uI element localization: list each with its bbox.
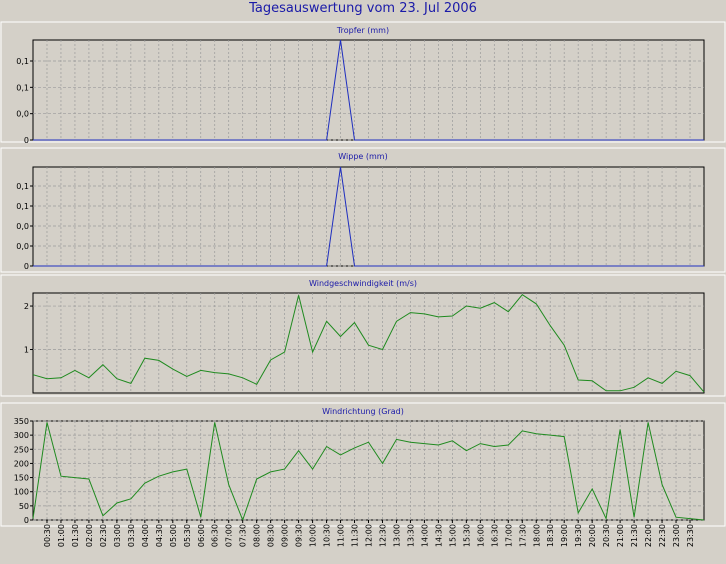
x-tick-label: 20:30 (602, 524, 611, 547)
x-tick-label: 16:30 (490, 524, 499, 547)
x-tick-label: 11:30 (351, 524, 360, 547)
x-tick-label: 01:30 (71, 524, 80, 547)
x-tick-label: 18:30 (546, 524, 555, 547)
x-tick-label: 01:00 (57, 524, 66, 547)
x-tick-label: 06:30 (211, 524, 220, 547)
y-tick-label: 0,0 (16, 110, 29, 119)
x-tick-label: 02:00 (85, 524, 94, 547)
x-tick-label: 13:00 (392, 524, 401, 547)
x-tick-label: 15:00 (448, 524, 457, 547)
x-tick-label: 02:30 (99, 524, 108, 547)
y-tick-label: 250 (14, 445, 29, 454)
x-tick-label: 17:30 (518, 524, 527, 547)
x-tick-label: 00:30 (43, 524, 52, 547)
y-tick-label: 0 (24, 136, 29, 145)
y-tick-label: 0,1 (16, 83, 29, 92)
x-tick-label: 09:00 (281, 524, 290, 547)
y-tick-label: 0,0 (16, 222, 29, 231)
y-tick-label: 50 (19, 502, 29, 511)
y-tick-label: 200 (14, 459, 29, 468)
x-tick-label: 07:30 (239, 524, 248, 547)
x-tick-label: 06:00 (197, 524, 206, 547)
x-tick-label: 15:30 (462, 524, 471, 547)
y-tick-label: 2 (24, 302, 29, 311)
y-tick-label: 0,1 (16, 182, 29, 191)
y-tick-label: 0,0 (16, 242, 29, 251)
panel-frame (0, 274, 726, 397)
x-tick-label: 23:00 (672, 524, 681, 547)
x-tick-label: 08:00 (253, 524, 262, 547)
x-tick-label: 19:30 (574, 524, 583, 547)
y-tick-label: 300 (14, 431, 29, 440)
x-tick-label: 19:00 (560, 524, 569, 547)
y-tick-label: 0 (24, 516, 29, 525)
x-tick-label: 21:00 (616, 524, 625, 547)
x-tick-label: 10:00 (309, 524, 318, 547)
panel-title: Windrichtung (Grad) (322, 407, 404, 416)
y-tick-label: 150 (14, 474, 29, 483)
panel-frame (0, 21, 726, 143)
x-tick-label: 14:00 (420, 524, 429, 547)
x-tick-label: 14:30 (434, 524, 443, 547)
x-tick-label: 13:30 (406, 524, 415, 547)
x-tick-label: 17:00 (504, 524, 513, 547)
x-tick-label: 21:30 (630, 524, 639, 547)
x-tick-label: 08:30 (267, 524, 276, 547)
panel-title: Windgeschwindigkeit (m/s) (309, 279, 417, 288)
y-tick-label: 0 (24, 262, 29, 271)
x-tick-label: 04:30 (155, 524, 164, 547)
panel-frame (0, 147, 726, 273)
x-tick-label: 10:30 (323, 524, 332, 547)
panel-title: Wippe (mm) (338, 152, 387, 161)
page-title: Tagesauswertung vom 23. Jul 2006 (249, 1, 477, 16)
x-tick-label: 12:30 (378, 524, 387, 547)
y-tick-label: 350 (14, 417, 29, 426)
x-tick-label: 04:00 (141, 524, 150, 547)
series-line (33, 166, 704, 267)
panel-title: Tropfer (mm) (336, 26, 389, 35)
panel-frame (0, 402, 726, 527)
x-tick-label: 16:00 (476, 524, 485, 547)
x-tick-label: 22:00 (644, 524, 653, 547)
x-tick-label: 05:30 (183, 524, 192, 547)
x-tick-label: 12:00 (365, 524, 374, 547)
x-tick-label: 23:30 (686, 524, 695, 547)
y-tick-label: 0,1 (16, 202, 29, 211)
series-line (32, 422, 705, 522)
x-tick-label: 11:00 (337, 524, 346, 547)
x-tick-label: 03:00 (113, 524, 122, 547)
x-tick-label: 03:30 (127, 524, 136, 547)
y-tick-label: 0,1 (16, 57, 29, 66)
series-line (33, 39, 704, 141)
y-tick-label: 1 (24, 346, 29, 355)
x-tick-label: 22:30 (658, 524, 667, 547)
series-line (32, 294, 705, 393)
x-tick-label: 09:30 (295, 524, 304, 547)
y-tick-label: 100 (14, 488, 29, 497)
x-tick-label: 05:00 (169, 524, 178, 547)
x-tick-label: 07:00 (225, 524, 234, 547)
x-tick-label: 18:00 (532, 524, 541, 547)
x-tick-label: 20:00 (588, 524, 597, 547)
